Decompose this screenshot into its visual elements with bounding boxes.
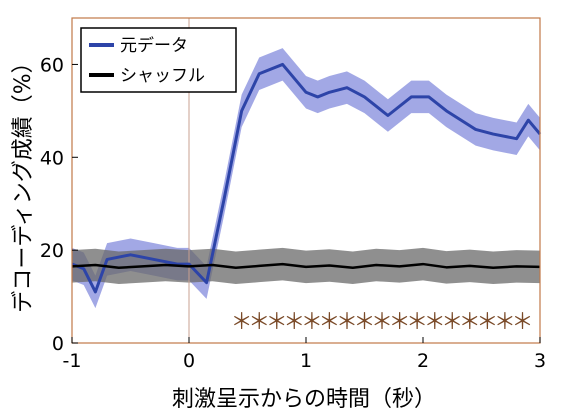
- series-line-1: [71, 262, 541, 270]
- significance-marker: ＊: [511, 310, 533, 335]
- significance-marker: ＊: [283, 310, 305, 335]
- x-tick-label: 0: [183, 350, 195, 372]
- significance-marker: ＊: [389, 310, 411, 335]
- x-axis-label: 刺激呈示からの時間（秒）: [172, 387, 436, 412]
- significance-marker: ＊: [371, 310, 393, 335]
- significance-markers: ＊＊＊＊＊＊＊＊＊＊＊＊＊＊＊＊＊: [231, 310, 534, 335]
- series-lines: [71, 62, 542, 294]
- x-tick-label: 3: [534, 350, 546, 372]
- significance-marker: ＊: [406, 310, 428, 335]
- significance-marker: ＊: [424, 310, 446, 335]
- significance-marker: ＊: [441, 310, 463, 335]
- series-line-0: [71, 62, 542, 294]
- significance-marker: ＊: [266, 310, 288, 335]
- significance-marker: ＊: [459, 310, 481, 335]
- y-tick-label: 40: [40, 147, 64, 169]
- legend-box: [80, 27, 237, 93]
- y-tick-label: 0: [52, 333, 64, 355]
- legend-label-shuffle: シャッフル: [120, 66, 205, 86]
- significance-marker: ＊: [494, 310, 516, 335]
- significance-marker: ＊: [336, 310, 358, 335]
- significance-marker: ＊: [476, 310, 498, 335]
- significance-marker: ＊: [318, 310, 340, 335]
- error-band-0: [72, 48, 540, 309]
- legend: 元データ シャッフル: [80, 27, 237, 93]
- y-tick-label: 60: [40, 54, 64, 76]
- y-axis-label: デコーディング成績（%）: [11, 51, 36, 312]
- legend-label-original: 元データ: [120, 35, 188, 56]
- significance-marker: ＊: [231, 310, 253, 335]
- significance-marker: ＊: [248, 310, 270, 335]
- x-tick-label: 2: [417, 350, 429, 372]
- significance-marker: ＊: [353, 310, 375, 335]
- x-tick-label: 1: [300, 350, 312, 372]
- x-tick-label: -1: [63, 350, 82, 372]
- y-tick-label: 20: [40, 240, 64, 262]
- significance-marker: ＊: [301, 310, 323, 335]
